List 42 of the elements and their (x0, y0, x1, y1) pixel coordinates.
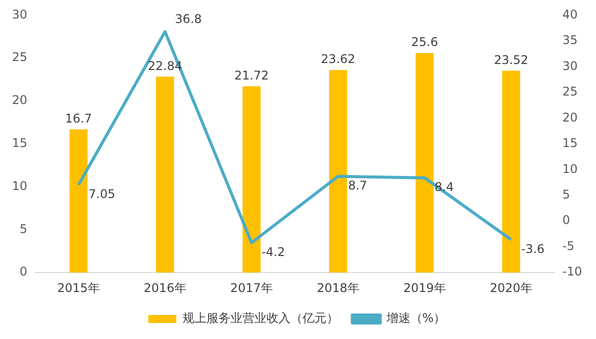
y2-tick-label: 5 (562, 188, 570, 202)
y-tick-label: 20 (12, 93, 28, 108)
y2-tick-label: 30 (562, 58, 578, 73)
y2-tick-label: 40 (562, 7, 578, 22)
x-tick-label: 2020年 (490, 280, 532, 295)
data-label: 7.05 (88, 186, 116, 201)
y-tick-label: 15 (12, 136, 28, 150)
bar (242, 86, 261, 273)
y2-tick-label: 20 (562, 110, 578, 124)
x-tick-label: 2017年 (230, 280, 273, 295)
bar (416, 52, 434, 273)
y2-tick-label: 10 (562, 162, 578, 176)
x-tick-label: 2015年 (57, 280, 100, 295)
data-label: -3.6 (521, 242, 545, 256)
data-label: 36.8 (175, 12, 202, 26)
bar (70, 129, 88, 273)
y2-tick-label: 15 (562, 136, 578, 150)
y2-tick-label: -10 (562, 264, 582, 279)
x-tick-label: 2019年 (403, 280, 446, 295)
y2-tick-label: 25 (562, 84, 578, 99)
y2-tick-label: 35 (562, 33, 578, 48)
bar (156, 76, 174, 273)
x-tick-label: 2018年 (316, 280, 360, 295)
legend-label: 规上服务业营业收入（亿元） (182, 311, 338, 326)
y2-tick-label: 0 (562, 213, 570, 228)
data-label: 16.7 (65, 111, 92, 126)
bar (502, 70, 520, 273)
legend-label: 增速（%） (385, 311, 446, 326)
y-tick-label: 25 (12, 50, 28, 64)
y2-tick-label: -5 (562, 238, 574, 253)
x-tick-label: 2016年 (144, 280, 186, 295)
y-tick-label: 5 (20, 222, 28, 236)
y-tick-label: 10 (12, 178, 28, 193)
y-tick-label: 30 (12, 7, 28, 22)
data-label: 8.7 (348, 178, 368, 192)
y-tick-label: 0 (20, 264, 28, 279)
data-label: 21.72 (234, 68, 269, 82)
data-label: -4.2 (262, 244, 285, 259)
data-label: 25.6 (411, 35, 438, 50)
bar (329, 70, 348, 273)
data-label: 23.62 (320, 52, 356, 66)
data-label: 23.52 (494, 52, 528, 67)
